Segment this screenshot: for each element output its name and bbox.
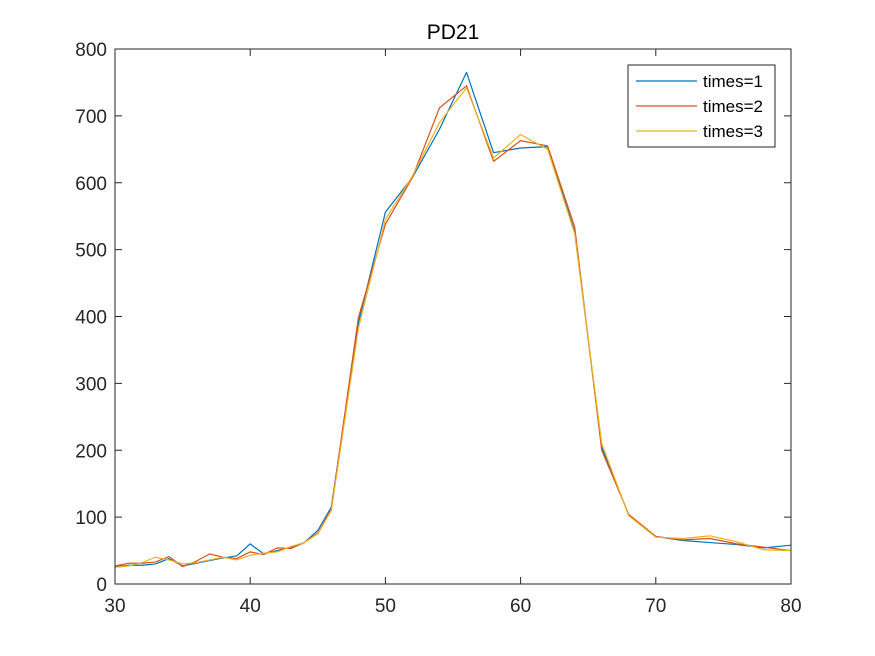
data-point <box>546 144 549 147</box>
data-point <box>303 541 306 544</box>
data-point <box>357 316 360 319</box>
x-tick-label: 30 <box>104 596 125 617</box>
data-point <box>249 542 252 545</box>
y-tick-label: 800 <box>75 40 107 61</box>
data-point <box>235 554 238 557</box>
data-point <box>235 558 238 561</box>
data-point <box>465 71 468 74</box>
data-point <box>573 232 576 235</box>
data-point <box>654 536 657 539</box>
data-point <box>127 564 130 567</box>
data-point <box>492 157 495 160</box>
y-tick-label: 600 <box>75 174 107 195</box>
data-point <box>208 558 211 561</box>
data-point <box>465 86 468 89</box>
x-tick-label: 50 <box>375 596 396 617</box>
data-point <box>276 550 279 553</box>
legend-label: times=2 <box>703 97 763 116</box>
data-point <box>276 546 279 549</box>
data-point <box>438 121 441 124</box>
data-point <box>168 555 171 558</box>
series-layer <box>114 71 792 568</box>
data-point <box>735 540 738 543</box>
data-point <box>708 534 711 537</box>
data-point <box>289 545 292 548</box>
series-line <box>114 85 792 568</box>
data-point <box>519 146 522 149</box>
y-tick-label: 0 <box>96 575 107 596</box>
data-point <box>681 537 684 540</box>
data-point <box>546 148 549 151</box>
data-point <box>168 558 171 561</box>
series-2 <box>114 85 792 568</box>
data-point <box>249 550 252 553</box>
data-point <box>438 128 441 131</box>
data-point <box>519 133 522 136</box>
data-point <box>357 327 360 330</box>
y-tick-label: 400 <box>75 308 107 329</box>
x-axis: 30 40 50 60 70 80 <box>104 49 802 617</box>
legend: times=1 times=2 times=3 <box>627 64 776 148</box>
legend-label: times=3 <box>703 122 763 141</box>
data-point <box>519 139 522 142</box>
data-point <box>762 548 765 551</box>
data-point <box>762 546 765 549</box>
data-point <box>181 562 184 565</box>
data-point <box>708 541 711 544</box>
data-point <box>181 565 184 568</box>
data-point <box>627 514 630 517</box>
x-tick-label: 60 <box>510 596 531 617</box>
data-point <box>411 175 414 178</box>
series-3 <box>114 86 792 568</box>
data-point <box>154 560 157 563</box>
data-point <box>154 556 157 559</box>
data-point <box>262 552 265 555</box>
data-point <box>208 552 211 555</box>
data-point <box>438 106 441 109</box>
data-point <box>708 537 711 540</box>
data-point <box>492 160 495 163</box>
x-tick-label: 70 <box>645 596 666 617</box>
x-tick-label: 80 <box>780 596 801 617</box>
data-point <box>600 442 603 445</box>
data-point <box>600 449 603 452</box>
data-point <box>222 556 225 559</box>
data-point <box>330 509 333 512</box>
y-tick-label: 200 <box>75 441 107 462</box>
data-point <box>316 532 319 535</box>
data-point <box>249 554 252 557</box>
data-point <box>141 561 144 564</box>
data-point <box>195 561 198 564</box>
data-point <box>384 211 387 214</box>
y-tick-label: 100 <box>75 508 107 529</box>
data-point <box>127 562 130 565</box>
y-tick-label: 500 <box>75 241 107 262</box>
data-point <box>384 218 387 221</box>
data-point <box>573 225 576 228</box>
y-axis: 0 100 200 300 400 500 600 700 800 <box>75 40 791 596</box>
x-tick-label: 40 <box>240 596 261 617</box>
series-line <box>114 87 792 568</box>
y-tick-label: 300 <box>75 374 107 395</box>
legend-label: times=1 <box>703 72 763 91</box>
y-tick-label: 700 <box>75 107 107 128</box>
chart-title: PD21 <box>427 21 480 44</box>
